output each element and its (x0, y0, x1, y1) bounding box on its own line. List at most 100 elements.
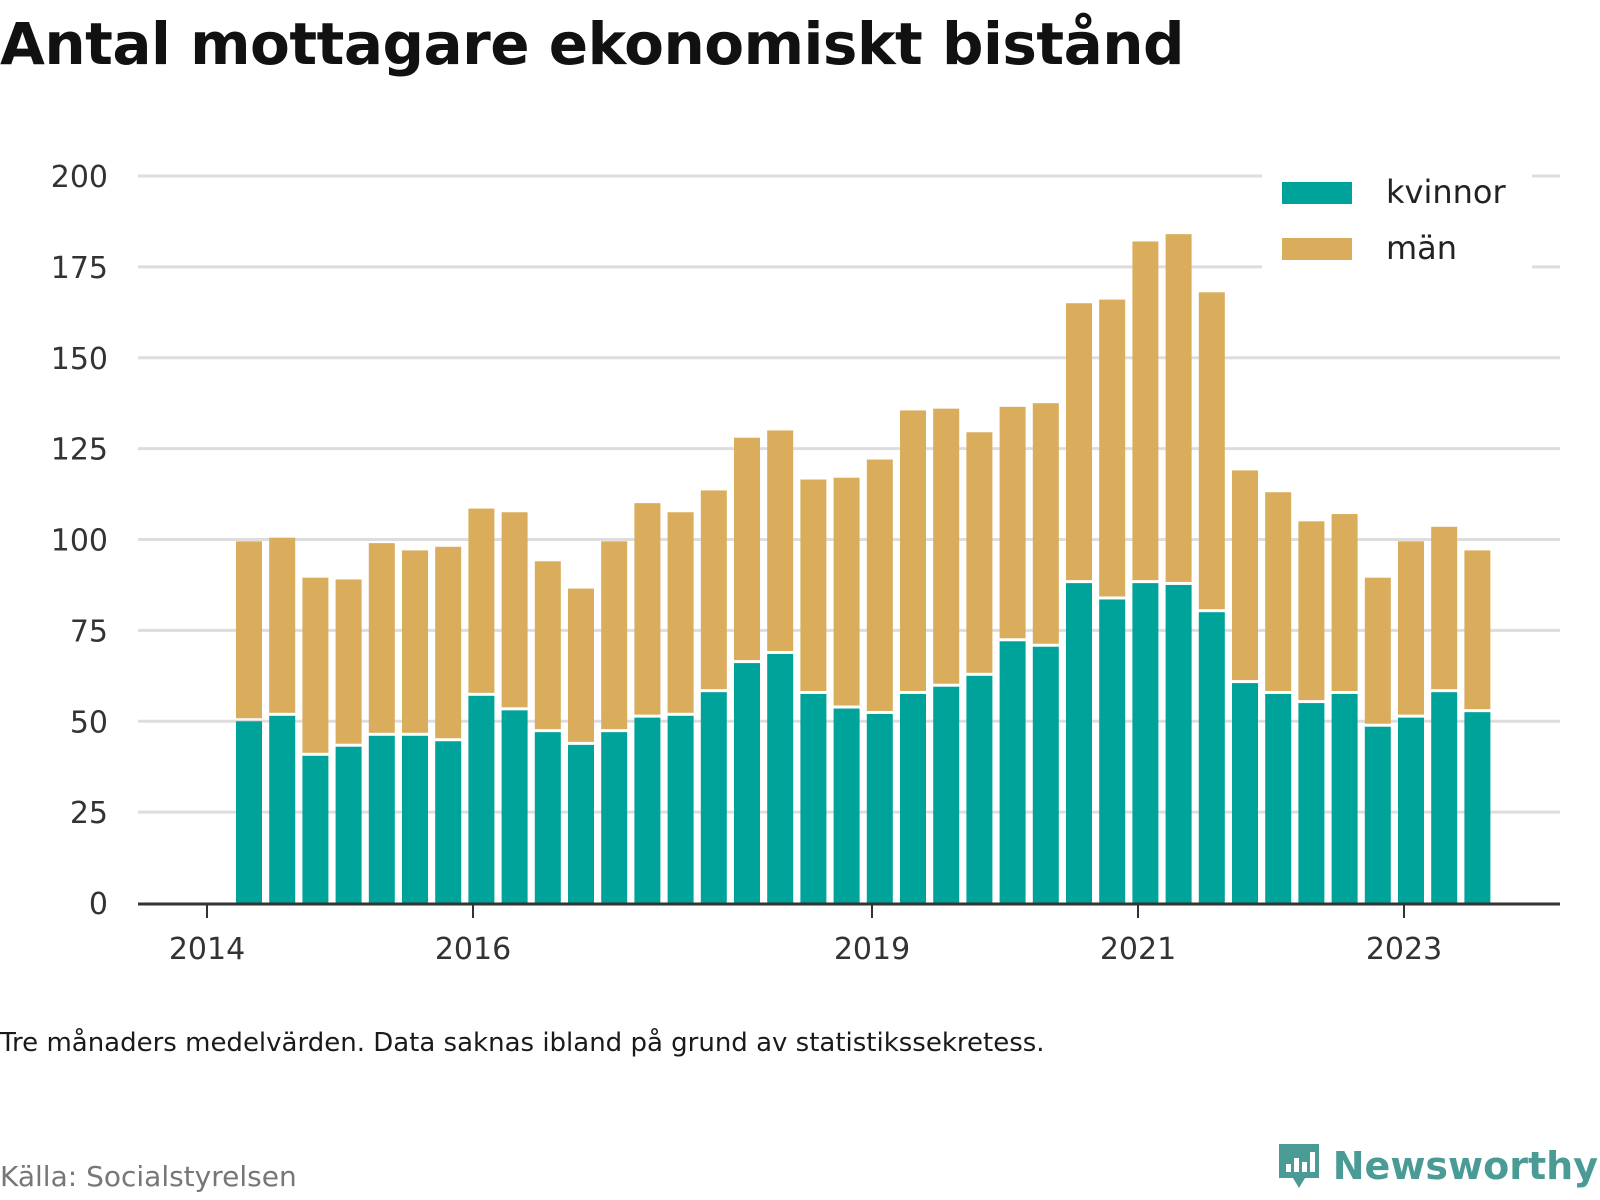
bar-kvinnor (501, 710, 528, 903)
chart-note: Tre månaders medelvärden. Data saknas ib… (0, 1028, 1045, 1058)
bar-kvinnor (866, 713, 893, 903)
bar-kvinnor (1032, 646, 1059, 903)
newsworthy-chart-icon (1278, 1144, 1319, 1188)
bar-kvinnor (335, 746, 362, 903)
bar-man (667, 512, 694, 713)
bar-kvinnor (1232, 683, 1258, 903)
bar-kvinnor (601, 732, 628, 903)
y-tick-label: 75 (70, 614, 108, 649)
bar-kvinnor (568, 744, 594, 903)
bar-kvinnor (1132, 583, 1159, 903)
bar-kvinnor (269, 715, 296, 903)
legend-label: kvinnor (1386, 173, 1507, 211)
y-tick-label: 25 (70, 796, 108, 831)
bar-kvinnor (1099, 599, 1126, 903)
bar-kvinnor (1431, 692, 1458, 903)
x-tick-label: 2021 (1100, 932, 1176, 967)
bar-kvinnor (1464, 712, 1491, 903)
x-tick-label: 2014 (169, 932, 245, 967)
bar-kvinnor (634, 717, 661, 903)
bar-kvinnor (966, 675, 993, 903)
bar-kvinnor (833, 708, 860, 903)
bar-kvinnor (435, 741, 462, 903)
bar-man (1165, 234, 1192, 582)
y-tick-label: 125 (51, 433, 108, 468)
bar-kvinnor (236, 721, 262, 903)
x-axis-labels: 2014 2016 2019 2021 2023 (169, 904, 1442, 967)
x-tick-label: 2019 (834, 932, 910, 967)
bars (236, 234, 1491, 903)
bar-man (1099, 299, 1126, 597)
bar-man (1066, 303, 1092, 581)
bar-kvinnor (933, 686, 960, 903)
bar-man (800, 479, 827, 691)
bar-man (1431, 526, 1458, 690)
bar-man (900, 410, 926, 691)
bar-man (1364, 577, 1391, 724)
y-tick-label: 100 (51, 524, 108, 559)
bar-kvinnor (1265, 693, 1292, 903)
bar-kvinnor (534, 732, 561, 903)
legend-swatch (1282, 182, 1352, 204)
bar-kvinnor (700, 692, 727, 903)
bar-man (999, 406, 1026, 639)
bar-man (601, 541, 628, 730)
bar-man (1032, 403, 1059, 644)
bar-kvinnor (368, 735, 395, 903)
bar-man (966, 432, 993, 673)
bar-man (866, 459, 893, 711)
bar-kvinnor (800, 693, 827, 903)
bar-man (1232, 470, 1258, 681)
bar-kvinnor (402, 735, 428, 903)
bar-man (402, 550, 428, 733)
x-tick-label: 2023 (1366, 932, 1442, 967)
legend-label: män (1386, 229, 1457, 267)
bar-kvinnor (1298, 703, 1325, 903)
bar-man (833, 477, 860, 706)
brand-logo: Newsworthy (1275, 1140, 1598, 1192)
brand-name: Newsworthy (1332, 1144, 1598, 1188)
bar-man (1265, 492, 1292, 691)
bar-man (534, 561, 561, 730)
bar-man (933, 408, 960, 684)
y-tick-label: 150 (51, 342, 108, 377)
bar-man (236, 541, 262, 719)
bar-man (435, 546, 462, 739)
bar-man (1464, 550, 1491, 710)
bar-man (269, 537, 296, 713)
source-text: Källa: Socialstyrelsen (0, 1160, 297, 1193)
bar-man (700, 490, 727, 690)
bar-man (634, 503, 661, 715)
bar-kvinnor (999, 641, 1026, 903)
chart-title: Antal mottagare ekonomiskt bistånd (0, 10, 1185, 78)
bar-man (1198, 292, 1225, 610)
bar-kvinnor (302, 755, 329, 903)
bar-man (1132, 241, 1159, 581)
bar-man (767, 430, 794, 652)
bar-kvinnor (667, 715, 694, 903)
y-tick-label: 175 (51, 251, 108, 286)
y-tick-label: 200 (51, 160, 108, 195)
bar-kvinnor (1165, 584, 1192, 903)
bar-kvinnor (900, 693, 926, 903)
y-axis-labels: 0 25 50 75 100 125 150 175 200 (51, 160, 108, 922)
bar-man (1398, 541, 1424, 715)
x-tick-label: 2016 (435, 932, 511, 967)
bar-man (335, 579, 362, 744)
bar-kvinnor (1198, 612, 1225, 903)
bar-kvinnor (1398, 717, 1424, 903)
bar-man (1331, 514, 1358, 691)
bar-man (468, 508, 495, 693)
bar-man (302, 577, 329, 753)
y-tick-label: 50 (70, 705, 108, 740)
bar-kvinnor (767, 654, 794, 903)
y-tick-label: 0 (89, 887, 108, 922)
bar-kvinnor (1364, 726, 1391, 903)
bar-man (1298, 521, 1325, 701)
bar-man (568, 588, 594, 742)
bar-man (734, 437, 760, 661)
bar-man (501, 512, 528, 708)
legend-swatch (1282, 238, 1352, 260)
bar-kvinnor (1331, 693, 1358, 903)
